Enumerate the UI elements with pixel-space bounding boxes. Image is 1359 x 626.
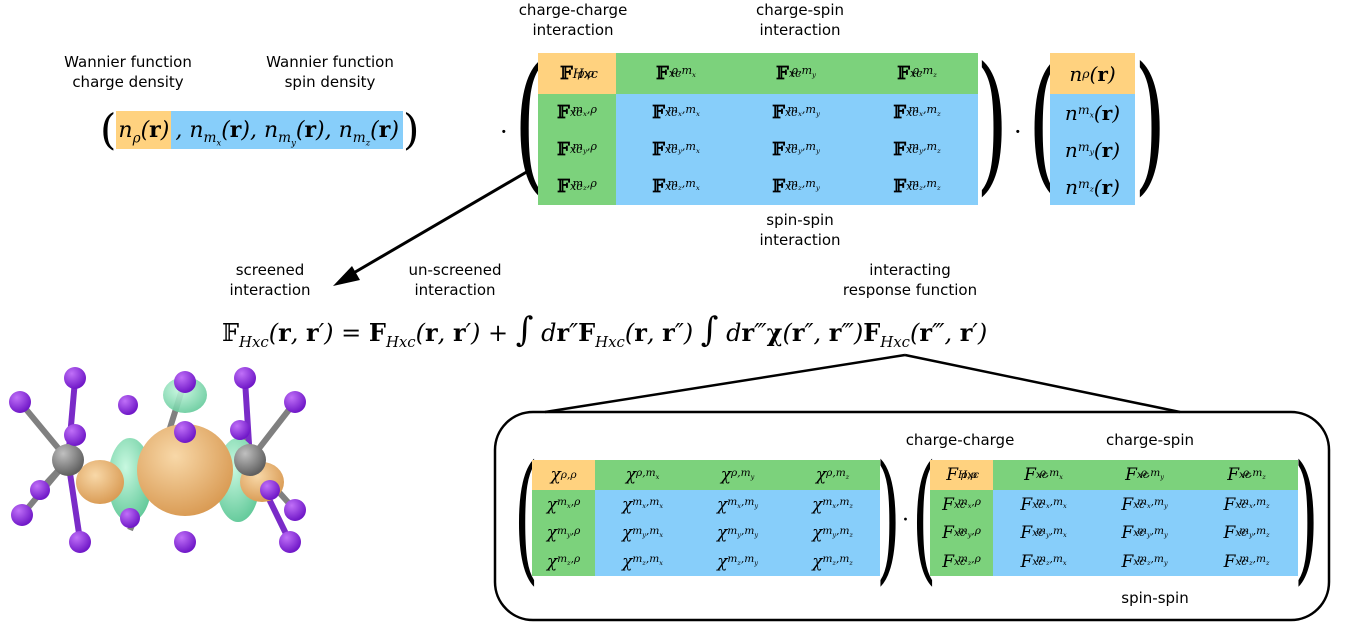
- dot-2: ·: [1014, 118, 1022, 146]
- label-charge-charge-box: charge-charge: [905, 431, 1015, 449]
- row-vector-spin: , nmx(r), nmy(r), nmz(r): [171, 110, 403, 150]
- row-vector: ( nρ(r) , nmx(r), nmy(r), nmz(r) ): [100, 105, 420, 154]
- label-spin-spin-box: spin-spin: [1121, 589, 1189, 607]
- row-vector-nrho: nρ(r): [116, 111, 172, 149]
- label-charge-spin-box: charge-spin: [1105, 431, 1195, 449]
- column-vector: n ρ(r) n mx(r) n my(r) n mz(r): [1050, 53, 1135, 205]
- dot-3: ·: [902, 508, 909, 533]
- chi-matrix: χ ρ,ρ χ ρ,mx χ ρ,my χ ρ,mz χ mx,ρ χ mx,mx χ mx,…: [532, 460, 880, 576]
- label-interacting: interacting response function: [842, 261, 978, 299]
- main-equation: 𝔽Hxc(r, r′) = FHxc(r, r′) + ∫ dr″FHxc(r,…: [222, 310, 988, 351]
- molecule-illustration: [9, 367, 306, 553]
- col-vector-right-paren: ): [1134, 36, 1167, 210]
- chi-right-paren: ): [876, 436, 901, 599]
- label-wf-spin: Wannier function spin density: [266, 53, 394, 91]
- label-spin-spin-top: spin-spin interaction: [759, 211, 841, 249]
- label-unscreened: un-screened interaction: [408, 261, 502, 299]
- fxc-right-paren: ): [1294, 436, 1319, 599]
- dot-1: ·: [500, 118, 508, 146]
- label-charge-charge-top: charge-charge interaction: [518, 1, 628, 39]
- label-screened: screened interaction: [229, 261, 311, 299]
- top-matrix-right-paren: ): [976, 36, 1009, 210]
- label-wf-charge: Wannier function charge density: [64, 53, 192, 91]
- label-charge-spin-top: charge-spin interaction: [755, 1, 845, 39]
